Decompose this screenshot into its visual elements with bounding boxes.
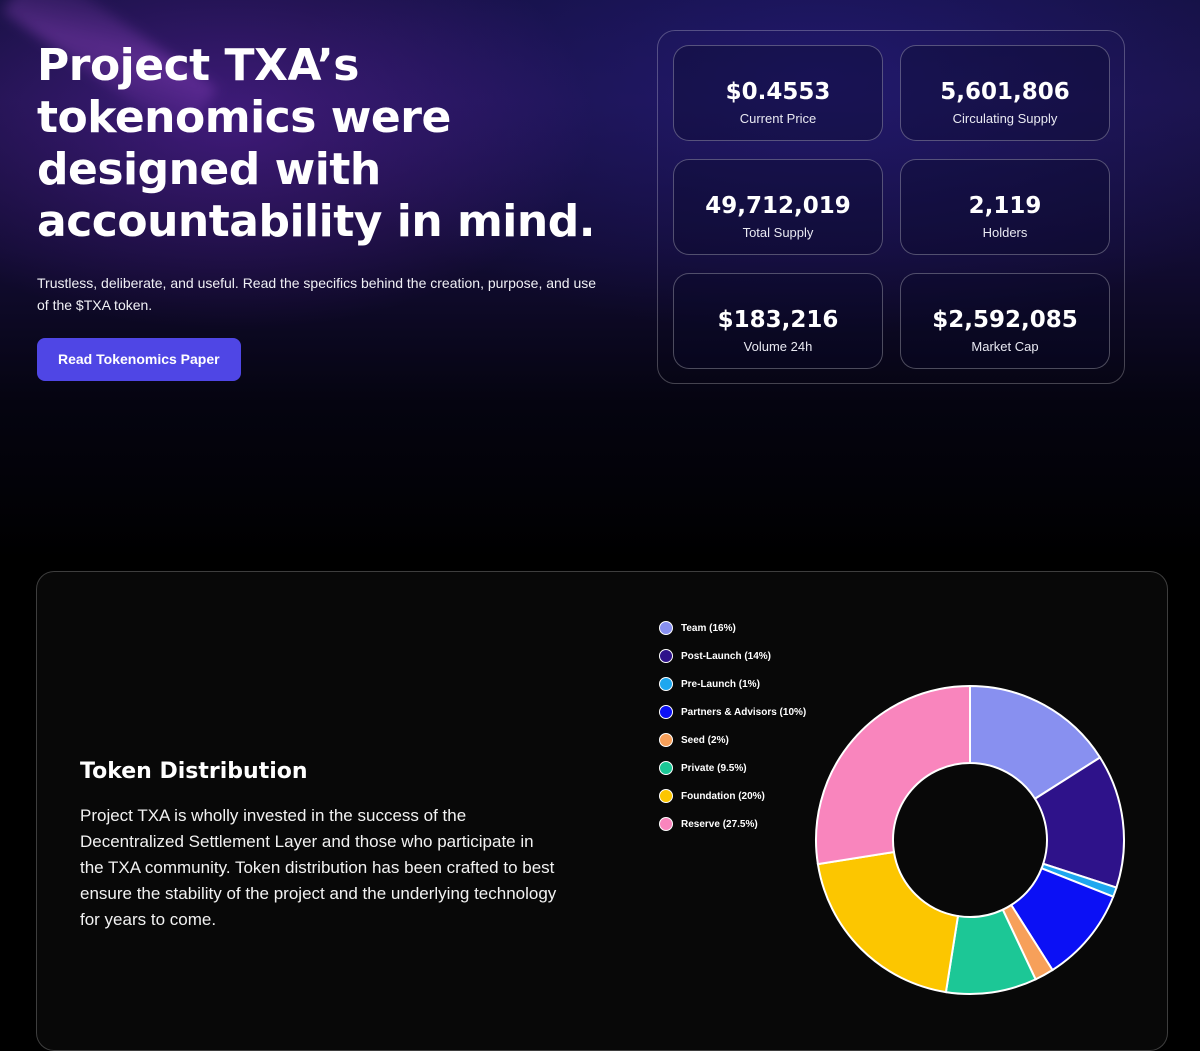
stat-label: Volume 24h <box>743 339 813 354</box>
legend-swatch <box>659 649 673 663</box>
stat-card-market-cap: $2,592,085 Market Cap <box>900 273 1110 369</box>
chart-legend: Team (16%) Post-Launch (14%) Pre-Launch (1… <box>659 614 806 838</box>
legend-swatch <box>659 677 673 691</box>
stat-label: Total Supply <box>742 225 814 240</box>
stat-value: $183,216 <box>717 307 839 333</box>
legend-swatch <box>659 761 673 775</box>
stat-card-current-price: $0.4553 Current Price <box>673 45 883 141</box>
hero-description: Trustless, deliberate, and useful. Read … <box>37 275 597 313</box>
legend-item[interactable]: Post-Launch (14%) <box>659 642 806 670</box>
token-distribution-donut-chart <box>815 684 1125 995</box>
read-tokenomics-paper-button[interactable]: Read Tokenomics Paper <box>37 338 241 381</box>
donut-slice[interactable] <box>816 850 960 994</box>
legend-label: Reserve (27.5%) <box>681 818 758 830</box>
stat-card-holders: 2,119 Holders <box>900 159 1110 255</box>
legend-item[interactable]: Seed (2%) <box>659 726 806 754</box>
legend-item[interactable]: Private (9.5%) <box>659 754 806 782</box>
stat-value: 49,712,019 <box>705 193 851 219</box>
stat-label: Market Cap <box>971 339 1039 354</box>
legend-label: Private (9.5%) <box>681 762 747 774</box>
legend-label: Partners & Advisors (10%) <box>681 706 807 718</box>
legend-label: Seed (2%) <box>681 734 729 746</box>
donut-slice[interactable] <box>815 684 971 866</box>
legend-swatch <box>659 817 673 831</box>
stat-label: Circulating Supply <box>952 111 1058 126</box>
legend-label: Post-Launch (14%) <box>681 650 772 662</box>
legend-item[interactable]: Team (16%) <box>659 614 806 642</box>
legend-item[interactable]: Foundation (20%) <box>659 782 806 810</box>
hero-title: Project TXA’s tokenomics were designed w… <box>37 40 595 247</box>
legend-swatch <box>659 733 673 747</box>
stat-value: 2,119 <box>968 193 1042 219</box>
stat-card-circulating-supply: 5,601,806 Circulating Supply <box>900 45 1110 141</box>
legend-swatch <box>659 705 673 719</box>
stat-label: Holders <box>982 225 1028 240</box>
legend-swatch <box>659 621 673 635</box>
stat-value: $0.4553 <box>725 79 831 105</box>
legend-item[interactable]: Pre-Launch (1%) <box>659 670 806 698</box>
legend-label: Foundation (20%) <box>681 790 765 802</box>
stat-value: $2,592,085 <box>932 307 1078 333</box>
hero-section: Project TXA’s tokenomics were designed w… <box>37 40 617 381</box>
stats-panel: $0.4553 Current Price 5,601,806 Circulat… <box>657 30 1125 384</box>
hero-background <box>0 0 1200 560</box>
stat-card-volume-24h: $183,216 Volume 24h <box>673 273 883 369</box>
legend-label: Team (16%) <box>681 622 736 634</box>
legend-label: Pre-Launch (1%) <box>681 678 760 690</box>
token-distribution-title: Token Distribution <box>80 759 308 784</box>
stat-value: 5,601,806 <box>940 79 1070 105</box>
legend-item[interactable]: Reserve (27.5%) <box>659 810 806 838</box>
token-distribution-description: Project TXA is wholly invested in the su… <box>80 806 557 929</box>
legend-item[interactable]: Partners & Advisors (10%) <box>659 698 806 726</box>
stat-card-total-supply: 49,712,019 Total Supply <box>673 159 883 255</box>
legend-swatch <box>659 789 673 803</box>
stat-label: Current Price <box>739 111 817 126</box>
